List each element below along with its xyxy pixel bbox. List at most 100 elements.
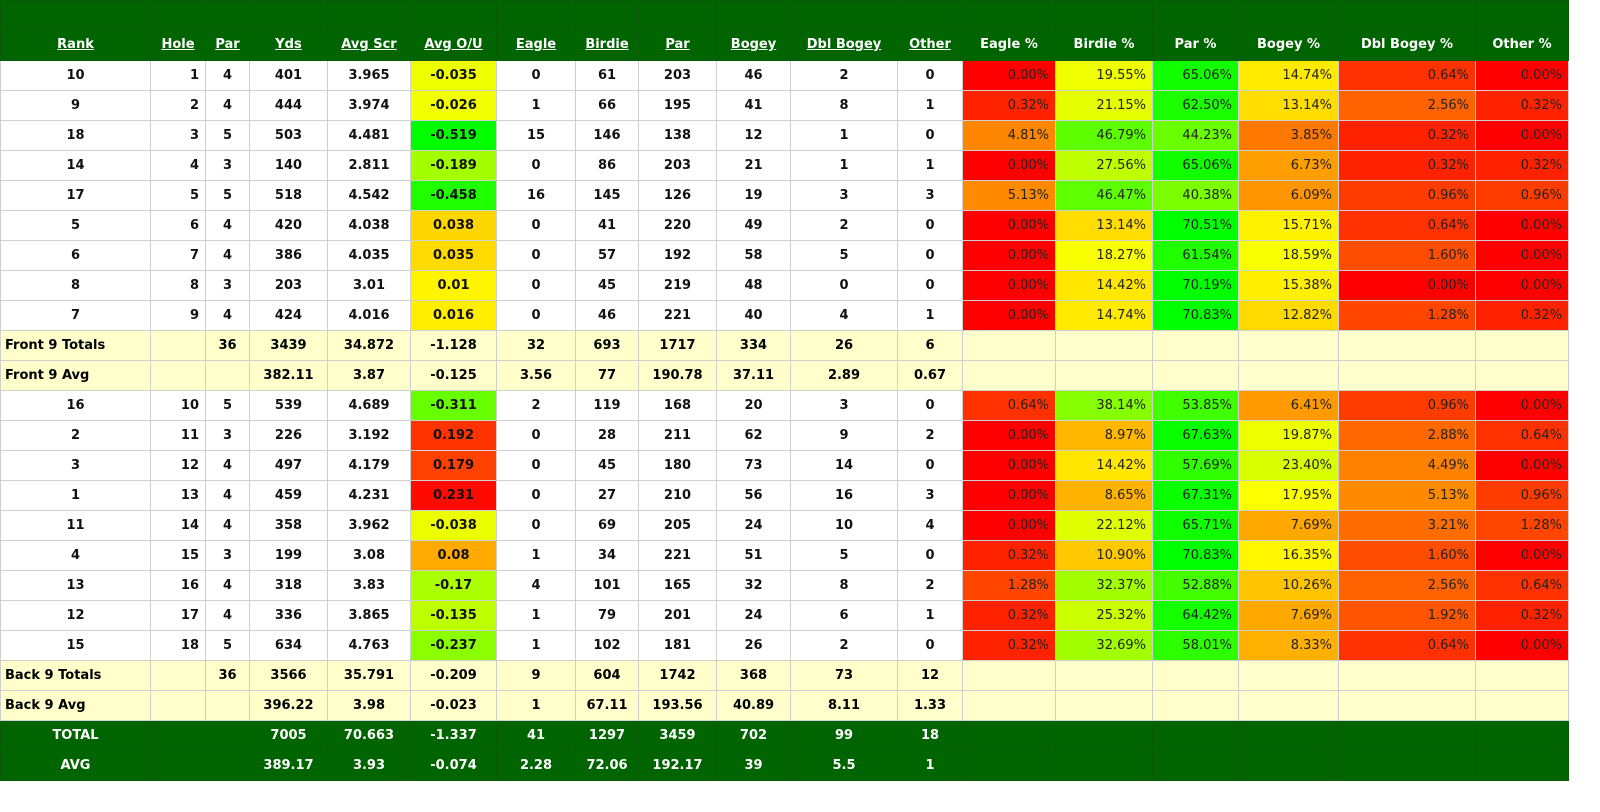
cell-other-: 0.00%: [1475, 390, 1569, 421]
cell-par: 36: [205, 660, 250, 691]
column-header[interactable]: Avg Scr: [327, 28, 411, 61]
cell-bogey: 12: [716, 120, 791, 151]
cell-bogey: 21: [716, 150, 791, 181]
cell-other-: 0.00%: [1475, 270, 1569, 301]
empty-cell: [1152, 660, 1239, 691]
title-bar-cell: [1475, 0, 1569, 29]
cell-dbl-bogey: 2: [790, 60, 898, 91]
column-header[interactable]: Birdie: [575, 28, 639, 61]
cell-dbl-bogey: 1: [790, 150, 898, 181]
hole-row: 13 16 4 318 3.83 -0.17 4 101 165 32 8 2 1.28% 32.37% 5…: [0, 570, 1569, 601]
cell-avg-scr: 35.791: [327, 660, 411, 691]
column-header[interactable]: Bogey: [716, 28, 791, 61]
column-header[interactable]: Par: [205, 28, 250, 61]
cell-par-: 64.42%: [1152, 600, 1239, 631]
cell-par-: 70.51%: [1152, 210, 1239, 241]
cell-par: 192.17: [638, 750, 717, 781]
cell-yds: 503: [249, 120, 328, 151]
cell-other: 1: [897, 750, 963, 781]
cell-par: 138: [638, 120, 717, 151]
cell-par: 192: [638, 240, 717, 271]
cell-rank: 17: [0, 180, 151, 211]
cell-birdie: 146: [575, 120, 639, 151]
cell-other: 0: [897, 540, 963, 571]
column-header[interactable]: Rank: [0, 28, 151, 61]
cell-other: 18: [897, 720, 963, 751]
cell-eagle: 0: [496, 240, 576, 271]
cell-birdie: 45: [575, 450, 639, 481]
cell-par: 220: [638, 210, 717, 241]
cell-birdie: 102: [575, 630, 639, 661]
title-bar-cell: [962, 0, 1056, 29]
cell-hole: 3: [150, 120, 206, 151]
cell-other-: 0.00%: [1475, 630, 1569, 661]
hole-row: 10 1 4 401 3.965 -0.035 0 61 203 46 2 0 0.00% 19.55% 6…: [0, 60, 1569, 91]
column-header[interactable]: Hole: [150, 28, 206, 61]
cell-par: 165: [638, 570, 717, 601]
cell-rank: 6: [0, 240, 151, 271]
column-header[interactable]: Yds: [249, 28, 328, 61]
cell-avg-scr: 3.974: [327, 90, 411, 121]
cell-eagle-: 0.00%: [962, 270, 1056, 301]
cell-birdie: 693: [575, 330, 639, 361]
cell-par: [205, 360, 250, 391]
cell-dbl-bogey: 3: [790, 180, 898, 211]
cell-yds: 199: [249, 540, 328, 571]
column-header[interactable]: Par: [638, 28, 717, 61]
hole-row: 4 15 3 199 3.08 0.08 1 34 221 51 5 0 0.32% 10.90% 70.8…: [0, 540, 1569, 571]
cell-other-: 0.96%: [1475, 180, 1569, 211]
cell-eagle: 0: [496, 510, 576, 541]
cell-par: 168: [638, 390, 717, 421]
cell-yds: 358: [249, 510, 328, 541]
title-bar-cell: [790, 0, 898, 29]
cell-dbl-bogey-: 0.64%: [1338, 210, 1476, 241]
cell-other-: 0.00%: [1475, 60, 1569, 91]
cell-avg-o-u: 0.016: [410, 300, 497, 331]
column-header: Par %: [1152, 28, 1239, 61]
cell-rank: 16: [0, 390, 151, 421]
cell-bogey-: 6.73%: [1238, 150, 1339, 181]
cell-eagle: 0: [496, 210, 576, 241]
column-header: Bogey %: [1238, 28, 1339, 61]
cell-eagle-: 0.00%: [962, 240, 1056, 271]
cell-birdie-: 32.69%: [1055, 630, 1153, 661]
cell-birdie: 72.06: [575, 750, 639, 781]
cell-dbl-bogey: 5: [790, 540, 898, 571]
cell-par: 4: [205, 210, 250, 241]
cell-hole: [150, 360, 206, 391]
cell-par: 1742: [638, 660, 717, 691]
cell-avg-scr: 3.865: [327, 600, 411, 631]
cell-yds: 396.22: [249, 690, 328, 721]
cell-par-: 70.83%: [1152, 540, 1239, 571]
cell-bogey: 39: [716, 750, 791, 781]
title-bar-cell: [496, 0, 576, 29]
cell-avg-o-u: -1.128: [410, 330, 497, 361]
column-header[interactable]: Dbl Bogey: [790, 28, 898, 61]
cell-hole: [150, 330, 206, 361]
cell-other-: 0.32%: [1475, 300, 1569, 331]
column-header[interactable]: Eagle: [496, 28, 576, 61]
cell-bogey: 40.89: [716, 690, 791, 721]
cell-dbl-bogey-: 5.13%: [1338, 480, 1476, 511]
cell-other-: 0.32%: [1475, 150, 1569, 181]
cell-avg-scr: 34.872: [327, 330, 411, 361]
cell-avg-scr: 4.689: [327, 390, 411, 421]
column-header[interactable]: Avg O/U: [410, 28, 497, 61]
cell-dbl-bogey-: 2.88%: [1338, 420, 1476, 451]
cell-avg-scr: 4.481: [327, 120, 411, 151]
cell-bogey-: 16.35%: [1238, 540, 1339, 571]
empty-cell: [1238, 360, 1339, 391]
cell-bogey: 58: [716, 240, 791, 271]
cell-par-: 67.63%: [1152, 420, 1239, 451]
cell-par-: 67.31%: [1152, 480, 1239, 511]
cell-eagle-: 0.64%: [962, 390, 1056, 421]
cell-rank: 14: [0, 150, 151, 181]
cell-eagle: 1: [496, 630, 576, 661]
cell-par: 4: [205, 450, 250, 481]
cell-rank: 8: [0, 270, 151, 301]
cell-par: 36: [205, 330, 250, 361]
cell-par: 211: [638, 420, 717, 451]
column-header[interactable]: Other: [897, 28, 963, 61]
hole-row: 15 18 5 634 4.763 -0.237 1 102 181 26 2 0 0.32% 32.69…: [0, 630, 1569, 661]
empty-cell: [1055, 750, 1153, 781]
